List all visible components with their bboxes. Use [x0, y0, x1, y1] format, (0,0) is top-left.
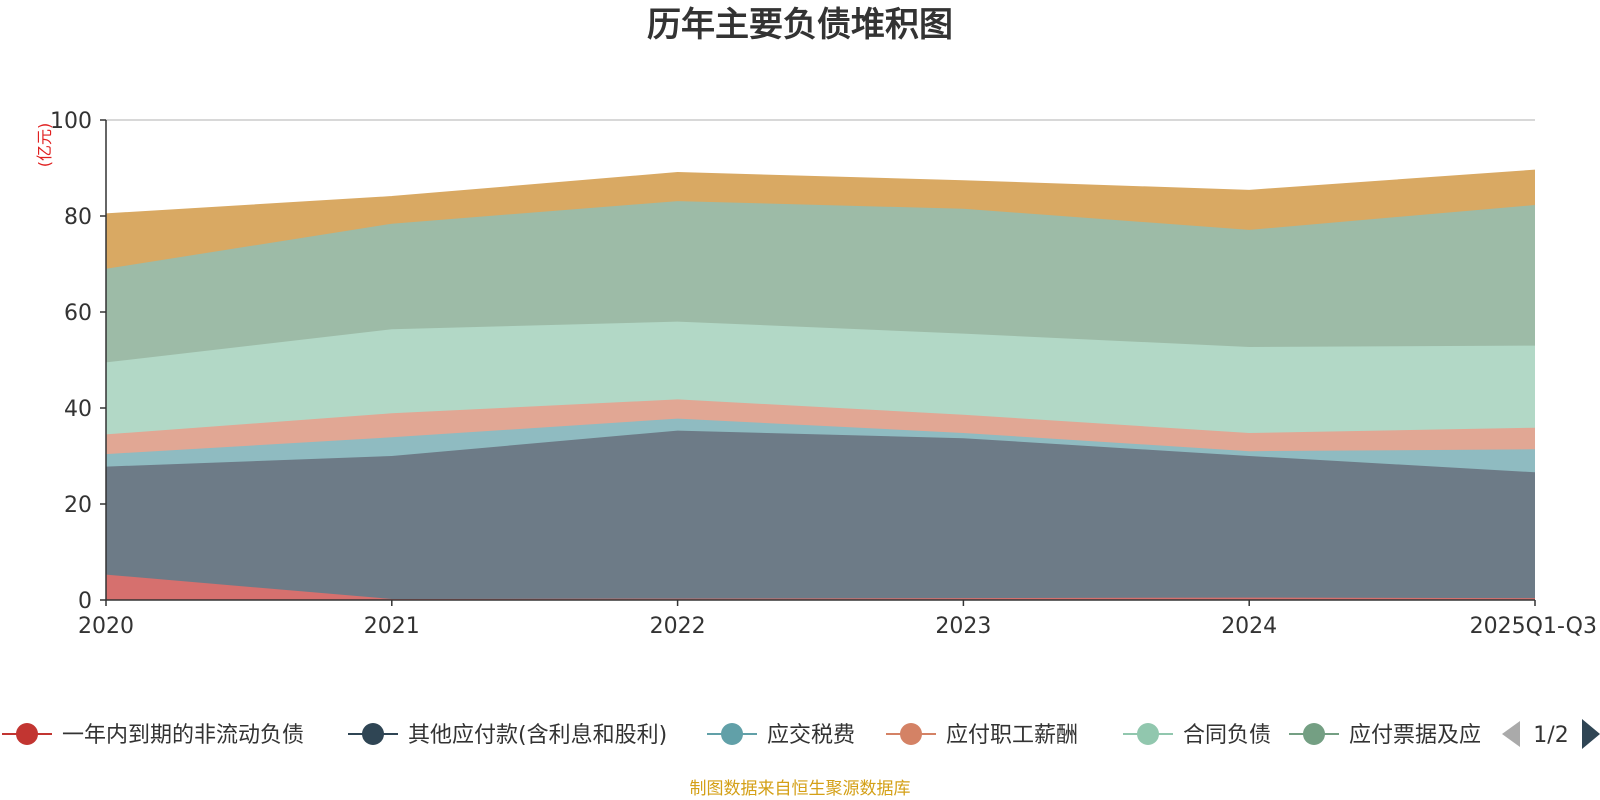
area-series-4 — [106, 321, 1535, 435]
chart-title: 历年主要负债堆积图 — [647, 5, 953, 45]
legend-page-indicator: 1/2 — [1533, 723, 1568, 748]
y-tick-label-0: 0 — [78, 589, 92, 614]
legend-circle-icon — [1137, 723, 1159, 745]
y-axis-unit: (亿元) — [35, 123, 54, 168]
legend-next-icon[interactable] — [1582, 719, 1600, 749]
x-tick-label-1: 2021 — [364, 614, 420, 639]
legend-item-label: 应交税费 — [767, 723, 855, 748]
legend-pager: 1/2 — [1502, 719, 1600, 749]
area-series-5 — [106, 201, 1535, 363]
legend-item-1[interactable]: 其他应付款(含利息和股利) — [348, 723, 667, 748]
legend-circle-icon — [1303, 723, 1325, 745]
x-axis-ticks: 2020 2021 2022 2023 2024 2025Q1-Q3 — [78, 600, 1597, 639]
y-tick-label-4: 80 — [64, 205, 92, 230]
x-tick-label-5: 2025Q1-Q3 — [1470, 614, 1597, 639]
y-tick-label-3: 60 — [64, 301, 92, 326]
axes — [105, 120, 1535, 601]
data-source-note: 制图数据来自恒生聚源数据库 — [690, 779, 911, 799]
x-tick-label-2: 2022 — [650, 614, 706, 639]
legend-item-label: 应付职工薪酬 — [946, 723, 1078, 748]
area-series-1 — [106, 430, 1535, 599]
legend-item-label: 应付票据及应 — [1349, 723, 1481, 748]
legend-item-5[interactable]: 应付票据及应 — [1289, 723, 1481, 748]
legend-item-4[interactable]: 合同负债 — [1123, 723, 1271, 748]
x-tick-label-0: 2020 — [78, 614, 134, 639]
legend-item-3[interactable]: 应付职工薪酬 — [886, 723, 1078, 748]
area-series-0 — [106, 574, 1535, 600]
x-tick-label-3: 2023 — [935, 614, 991, 639]
legend-item-2[interactable]: 应交税费 — [707, 723, 855, 748]
area-series-2 — [106, 418, 1535, 473]
y-tick-label-5: 100 — [50, 109, 92, 134]
area-series-6-edge — [105, 169, 1536, 215]
legend-circle-icon — [721, 723, 743, 745]
legend-item-label: 一年内到期的非流动负债 — [62, 723, 304, 748]
x-tick-label-4: 2024 — [1221, 614, 1277, 639]
legend: 一年内到期的非流动负债 其他应付款(含利息和股利) 应交税费 应付职工薪酬 合同负债 应付… — [2, 723, 1481, 748]
area-series-6 — [106, 170, 1535, 269]
legend-item-label: 合同负债 — [1183, 723, 1271, 748]
y-tick-label-2: 40 — [64, 397, 92, 422]
legend-item-0[interactable]: 一年内到期的非流动负债 — [2, 723, 304, 748]
legend-circle-icon — [16, 723, 38, 745]
legend-prev-icon[interactable] — [1502, 721, 1520, 747]
legend-circle-icon — [362, 723, 384, 745]
legend-item-label: 其他应付款(含利息和股利) — [408, 723, 667, 748]
y-tick-label-1: 20 — [64, 493, 92, 518]
legend-circle-icon — [900, 723, 922, 745]
area-series-3 — [106, 399, 1535, 455]
area-series — [105, 169, 1536, 600]
y-axis-ticks: 0 20 40 60 80 100 — [50, 109, 106, 614]
